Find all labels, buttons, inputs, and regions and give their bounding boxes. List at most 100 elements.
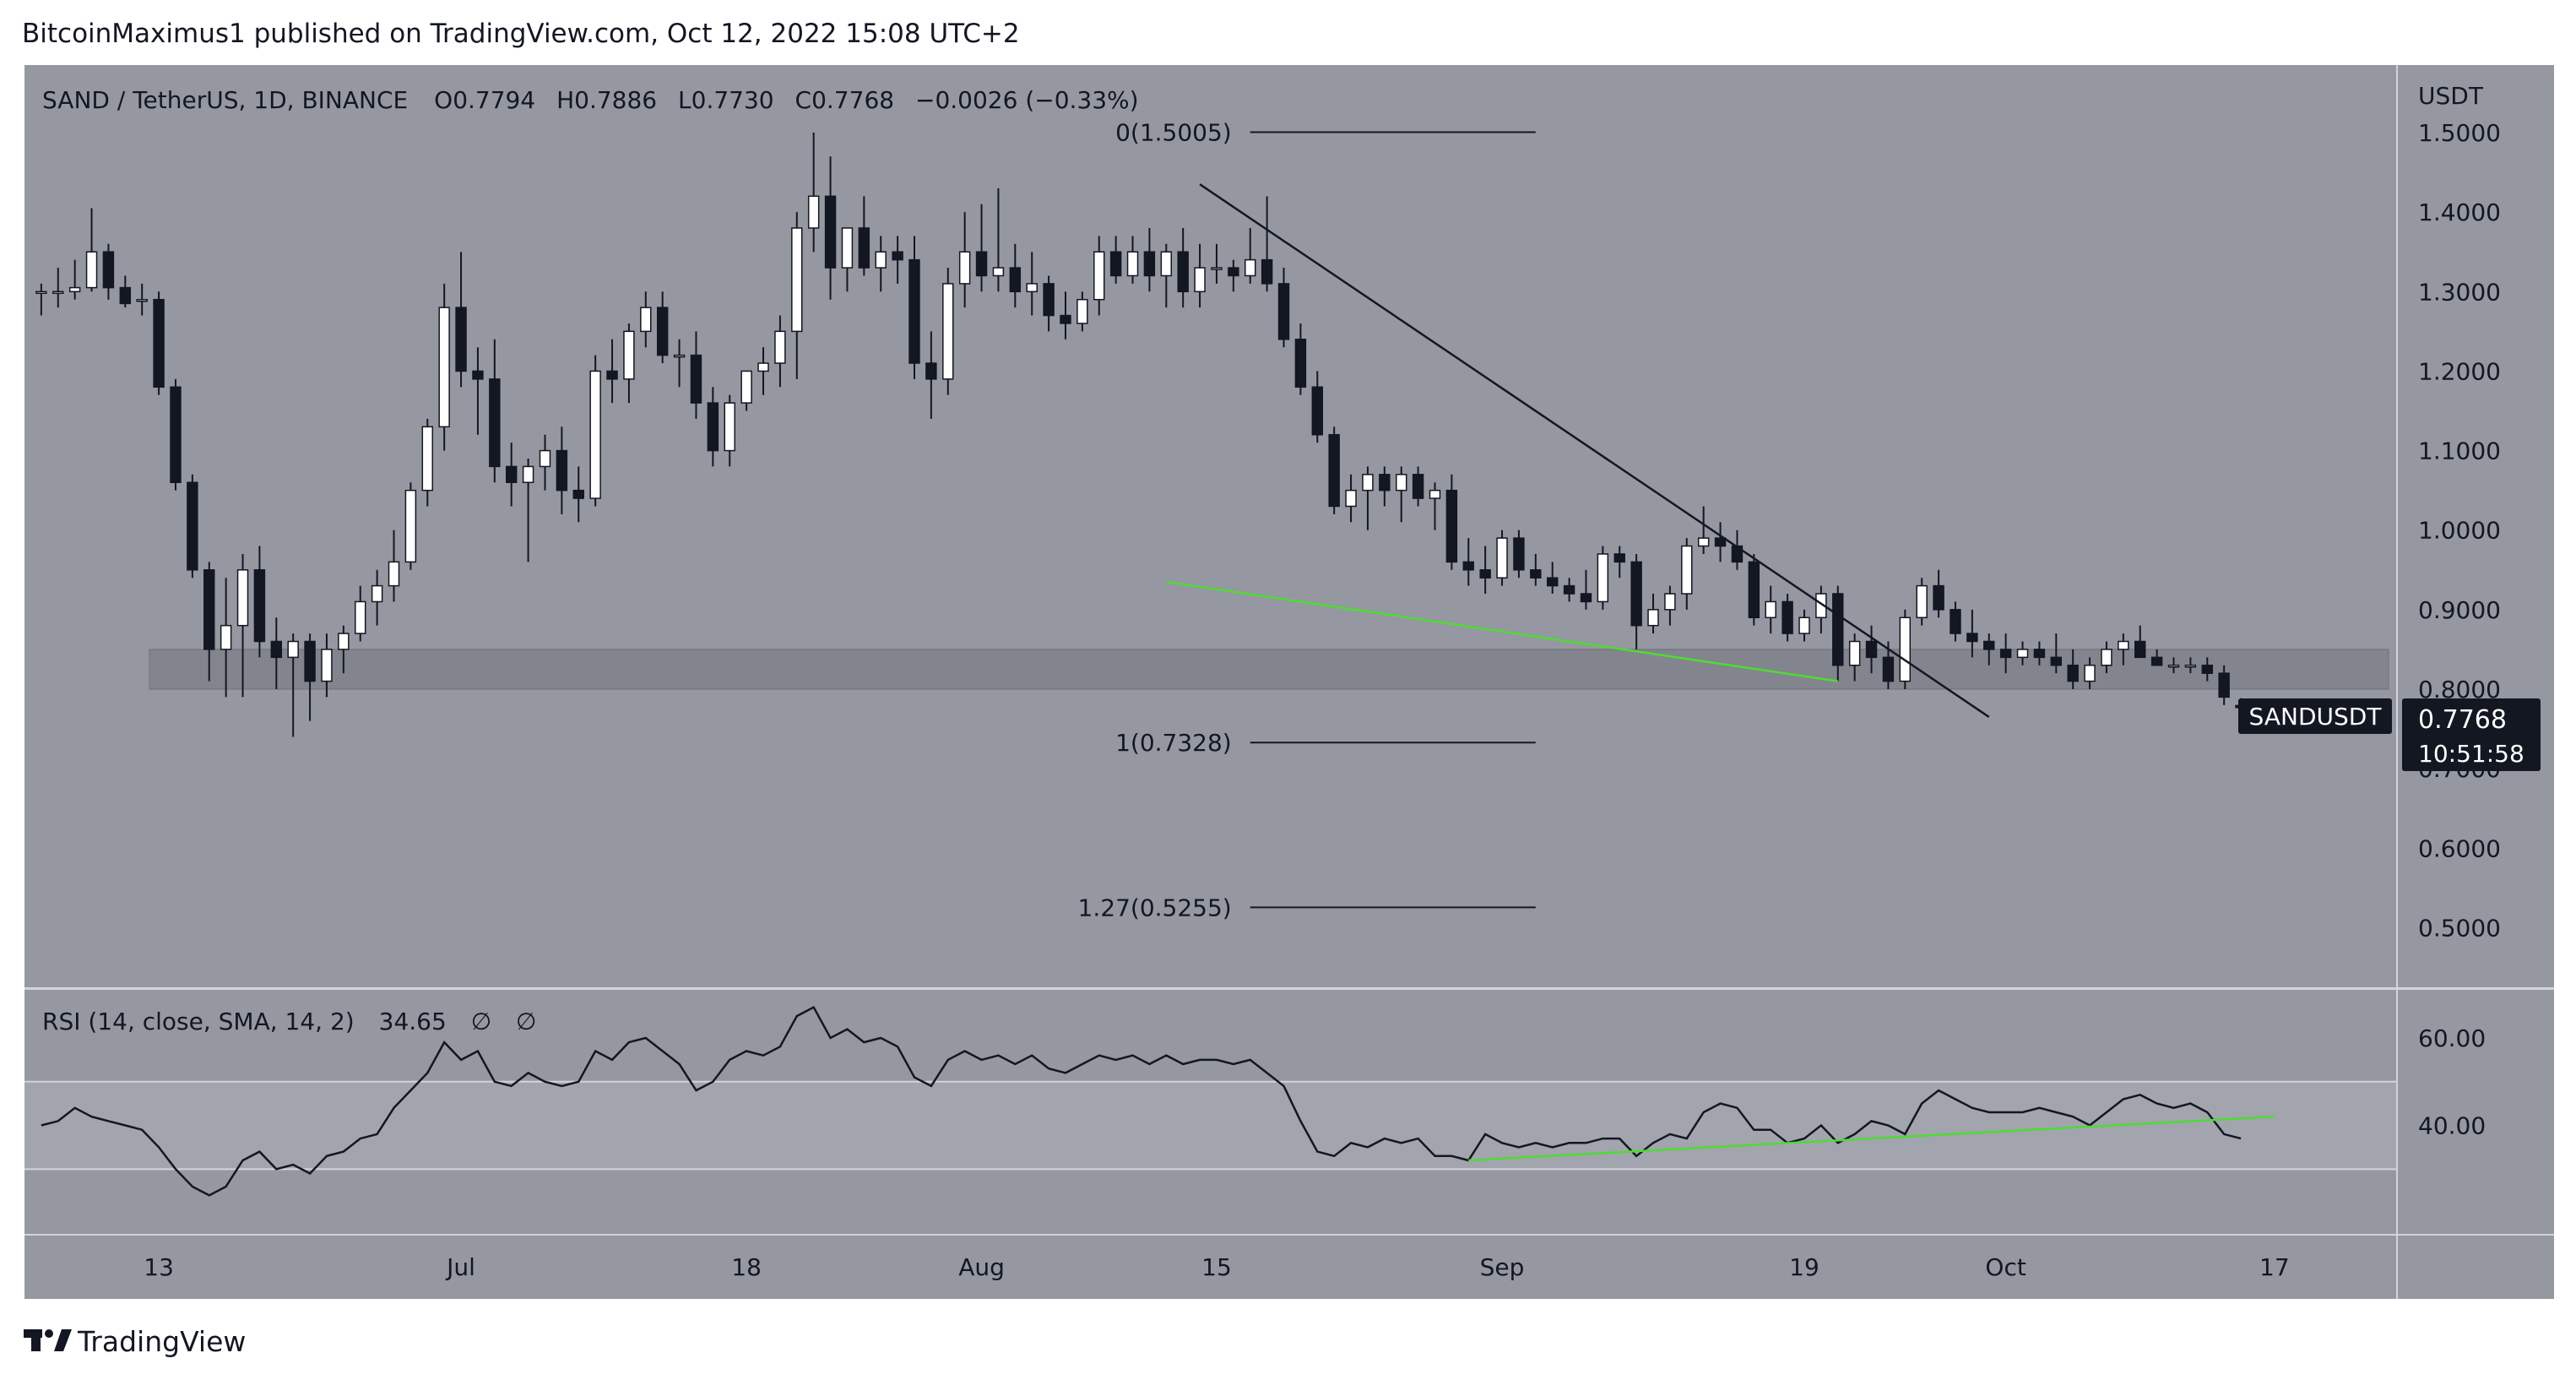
price-divergence-line — [1166, 580, 1838, 682]
candle-body-up — [1815, 593, 1827, 619]
candle-body-down — [1228, 267, 1239, 277]
candle-body-down — [1261, 258, 1273, 285]
candle — [1782, 594, 1793, 642]
candle — [1647, 594, 1659, 634]
candle — [2184, 657, 2197, 674]
candle-body-down — [1143, 251, 1156, 277]
candle — [102, 243, 115, 300]
candle-body-up — [1664, 593, 1676, 611]
ticker-badge[interactable] — [2238, 698, 2392, 734]
candle — [1311, 371, 1323, 443]
candle-body-up — [2016, 649, 2029, 659]
candle-body-down — [2033, 649, 2046, 659]
candle — [1748, 553, 1760, 626]
candle-body-down — [1580, 593, 1592, 603]
change-value: −0.0026 (−0.33%) — [915, 86, 1139, 114]
candle-body-down — [203, 569, 215, 650]
candle-body-up — [942, 283, 954, 380]
descending-resistance-line — [1199, 183, 1990, 718]
candle-body-down — [119, 286, 132, 305]
rsi-extra-1: ∅ — [471, 1008, 491, 1035]
candle — [1664, 585, 1676, 626]
time-axis-background[interactable] — [24, 1235, 2397, 1299]
rsi-value: 34.65 — [379, 1008, 447, 1035]
support-zone — [149, 649, 2389, 690]
rsi-tick-label: 40.00 — [2418, 1112, 2486, 1140]
candle-body-up — [539, 449, 551, 468]
candle — [640, 291, 652, 348]
candle-body-down — [656, 307, 669, 356]
candle-body-down — [2134, 640, 2146, 659]
candle — [52, 268, 64, 308]
price-tick-label: 0.6000 — [2418, 834, 2501, 862]
candle — [1026, 252, 1038, 316]
candle-body-up — [1647, 609, 1659, 627]
candle — [539, 434, 551, 491]
candle — [287, 633, 299, 737]
candle — [1714, 522, 1727, 562]
candle-body-up — [35, 291, 47, 295]
rsi-line — [41, 1006, 2242, 1197]
candle-body-up — [807, 195, 820, 229]
candle — [1462, 538, 1474, 586]
candle-body-up — [388, 561, 400, 587]
candle — [2150, 649, 2163, 666]
candle — [1076, 291, 1088, 332]
candle — [2167, 657, 2180, 674]
candle-body-up — [1681, 545, 1693, 595]
pane-divider[interactable] — [24, 987, 2554, 990]
candle — [404, 482, 417, 570]
rsi-band — [24, 1081, 2397, 1170]
candle-body-down — [606, 370, 618, 380]
candle — [824, 156, 837, 300]
candle-body-down — [1445, 489, 1458, 563]
currency-label: USDT — [2418, 82, 2484, 110]
candle — [371, 569, 383, 626]
candle — [589, 355, 601, 507]
candle — [1143, 227, 1156, 292]
close-value: 0.7768 — [811, 86, 894, 114]
candle-body-down — [707, 402, 719, 452]
candle-body-down — [1311, 386, 1323, 436]
candle-body-up — [1916, 584, 1928, 619]
candle — [841, 227, 854, 292]
footer-brand[interactable]: TradingView — [77, 1325, 246, 1358]
last-price-tag[interactable]: SANDUSDT 0.7768 10:51:58 — [2238, 698, 2541, 771]
candle — [220, 578, 232, 698]
candle — [1933, 569, 1944, 618]
candle — [2134, 625, 2146, 659]
candle — [1362, 466, 1374, 530]
candle — [1580, 569, 1592, 610]
rsi-axis-background[interactable] — [2397, 990, 2554, 1235]
candle — [1261, 196, 1273, 292]
candle-body-up — [1429, 489, 1441, 499]
candle — [1899, 609, 1912, 689]
price-badge[interactable] — [2402, 698, 2541, 771]
candle-body-down — [1613, 553, 1625, 563]
rsi-title[interactable]: RSI (14, close, SMA, 14, 2) — [42, 1008, 355, 1035]
candle-body-down — [1950, 609, 1961, 634]
price-pane-background[interactable] — [24, 65, 2397, 987]
candle — [236, 553, 249, 698]
candle — [623, 323, 635, 404]
tradingview-logo-icon[interactable] — [24, 1329, 72, 1351]
candle-body-down — [1630, 561, 1642, 627]
rsi-legend: RSI (14, close, SMA, 14, 2) 34.65 ∅ ∅ — [42, 1008, 536, 1035]
price-axis-background[interactable] — [2397, 65, 2554, 987]
candle-body-up — [1076, 298, 1088, 324]
candle-body-up — [589, 370, 601, 499]
candle — [2118, 633, 2129, 666]
candle — [1160, 243, 1173, 308]
candle — [2201, 657, 2213, 682]
candle — [506, 443, 518, 507]
candle — [1294, 323, 1307, 395]
candle-body-down — [1714, 537, 1727, 547]
candle-body-down — [472, 370, 484, 380]
high-value: 0.7886 — [574, 86, 657, 114]
symbol-title[interactable]: SAND / TetherUS, 1D, BINANCE — [42, 86, 408, 114]
candle-body-up — [1496, 537, 1508, 579]
time-tick-label: 13 — [144, 1253, 174, 1281]
candle — [1983, 633, 1995, 666]
low-label: L — [678, 86, 691, 114]
